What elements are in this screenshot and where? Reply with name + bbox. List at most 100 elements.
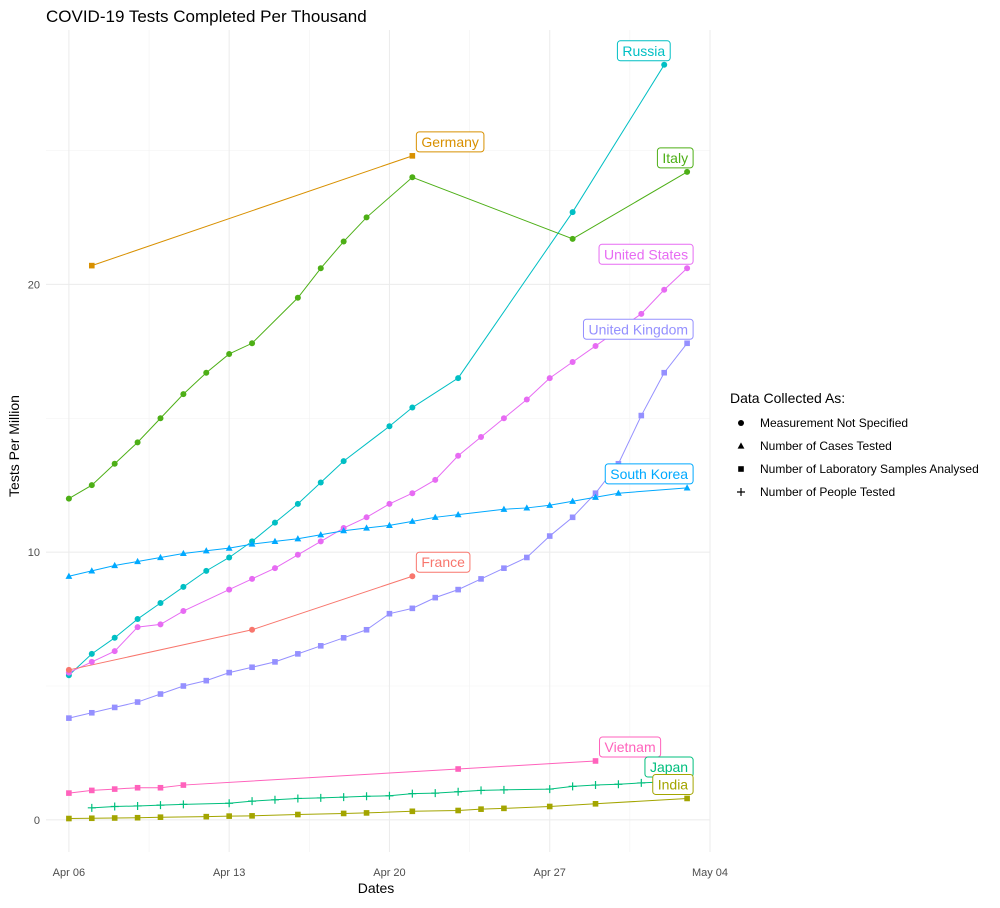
data-point-united-kingdom xyxy=(249,664,255,671)
series-label-south-korea: South Korea xyxy=(604,463,694,485)
series-label-box-united-states xyxy=(598,243,694,265)
data-point-south-korea xyxy=(202,547,210,554)
data-point-united-states xyxy=(157,621,164,628)
data-point-united-kingdom xyxy=(340,634,347,641)
data-point-france xyxy=(409,573,416,580)
series-label-united-kingdom: United Kingdom xyxy=(582,318,694,340)
data-point-south-korea xyxy=(225,544,233,551)
data-point-germany xyxy=(409,153,416,159)
data-point-italy xyxy=(65,495,72,502)
x-tick-label: Apr 20 xyxy=(373,867,405,879)
data-point-russia xyxy=(386,423,393,430)
data-point-south-korea xyxy=(179,549,187,557)
data-point-india xyxy=(88,815,95,822)
data-point-south-korea xyxy=(340,527,348,534)
data-point-united-kingdom xyxy=(203,677,210,684)
data-point-united-states xyxy=(294,551,301,558)
series-line-italy xyxy=(68,171,688,499)
data-point-vietnam xyxy=(88,787,95,794)
data-point-italy xyxy=(111,460,118,467)
data-point-india xyxy=(111,815,118,821)
data-point-united-kingdom xyxy=(66,715,72,721)
data-point-united-kingdom xyxy=(661,369,668,376)
data-point-united-kingdom xyxy=(88,709,95,716)
data-point-united-states xyxy=(478,433,485,440)
chart-title: COVID-19 Tests Completed Per Thousand xyxy=(46,7,367,26)
data-point-south-korea xyxy=(134,557,141,565)
data-point-japan xyxy=(408,789,417,798)
x-tick-label: Apr 27 xyxy=(534,867,566,879)
data-point-south-korea xyxy=(615,489,622,496)
data-point-russia xyxy=(409,404,416,411)
data-point-south-korea xyxy=(500,505,508,512)
data-point-japan xyxy=(545,785,554,794)
data-point-united-states xyxy=(317,538,324,545)
data-point-south-korea xyxy=(683,484,691,491)
data-point-vietnam xyxy=(157,784,164,791)
data-point-south-korea xyxy=(546,501,554,508)
data-point-india xyxy=(340,810,347,817)
data-point-japan xyxy=(431,789,440,798)
data-point-india xyxy=(134,814,141,821)
x-axis-title: Dates xyxy=(358,880,395,896)
grid xyxy=(46,30,711,852)
data-point-united-states xyxy=(523,396,530,403)
series-label-germany: Germany xyxy=(415,131,485,153)
data-point-germany xyxy=(88,262,95,269)
legend-key-number-of-people-tested xyxy=(737,488,745,496)
data-point-united-kingdom xyxy=(134,699,141,705)
series-label-text-vietnam: Vietnam xyxy=(605,739,656,755)
y-tick-label: 10 xyxy=(28,547,40,559)
data-point-india xyxy=(363,810,370,816)
series-label-text-united-states: United States xyxy=(604,246,688,262)
data-point-india xyxy=(546,803,553,810)
data-point-south-korea xyxy=(111,561,119,569)
data-point-united-states xyxy=(500,415,507,422)
data-point-united-kingdom xyxy=(272,659,278,665)
data-point-south-korea xyxy=(88,567,96,574)
x-tick-label: Apr 13 xyxy=(213,867,245,879)
series-label-text-italy: Italy xyxy=(662,150,688,166)
data-point-russia xyxy=(340,458,347,465)
data-point-south-korea xyxy=(271,537,279,545)
series-label-japan: Japan xyxy=(644,756,694,778)
data-point-france xyxy=(65,666,72,673)
series-label-box-italy xyxy=(656,147,694,169)
data-point-india xyxy=(249,813,255,819)
series-label-text-russia: Russia xyxy=(622,43,665,59)
data-point-south-korea xyxy=(523,504,531,511)
data-point-italy xyxy=(294,294,301,301)
series-line-india xyxy=(68,797,688,820)
data-point-united-kingdom xyxy=(432,594,439,601)
data-point-united-states xyxy=(386,500,393,507)
data-point-india xyxy=(592,801,599,807)
data-point-japan xyxy=(133,801,142,810)
data-point-south-korea xyxy=(454,511,462,518)
data-point-united-states xyxy=(661,286,668,293)
legend-title: Data Collected As: xyxy=(730,390,845,406)
data-point-italy xyxy=(409,174,416,181)
data-point-japan xyxy=(477,786,486,795)
series-line-germany xyxy=(91,155,413,267)
y-axis-title: Tests Per Million xyxy=(6,395,22,497)
data-point-south-korea xyxy=(294,535,302,542)
data-point-south-korea xyxy=(65,572,73,579)
data-point-japan xyxy=(362,792,371,801)
data-point-japan xyxy=(316,793,325,802)
data-point-india xyxy=(226,813,232,819)
data-point-russia xyxy=(294,500,301,507)
data-point-france xyxy=(249,626,256,633)
series-label-france: France xyxy=(415,551,471,573)
data-point-japan xyxy=(248,797,257,806)
data-point-japan xyxy=(270,795,279,804)
series-label-text-united-kingdom: United Kingdom xyxy=(588,321,688,337)
data-point-italy xyxy=(340,238,347,245)
data-point-vietnam xyxy=(592,758,599,764)
data-point-italy xyxy=(684,168,691,175)
data-point-united-kingdom xyxy=(455,586,461,593)
series-label-russia: Russia xyxy=(616,40,671,62)
data-point-united-states xyxy=(592,342,599,349)
data-point-japan xyxy=(568,782,577,791)
legend-label: Number of Cases Tested xyxy=(760,439,892,453)
